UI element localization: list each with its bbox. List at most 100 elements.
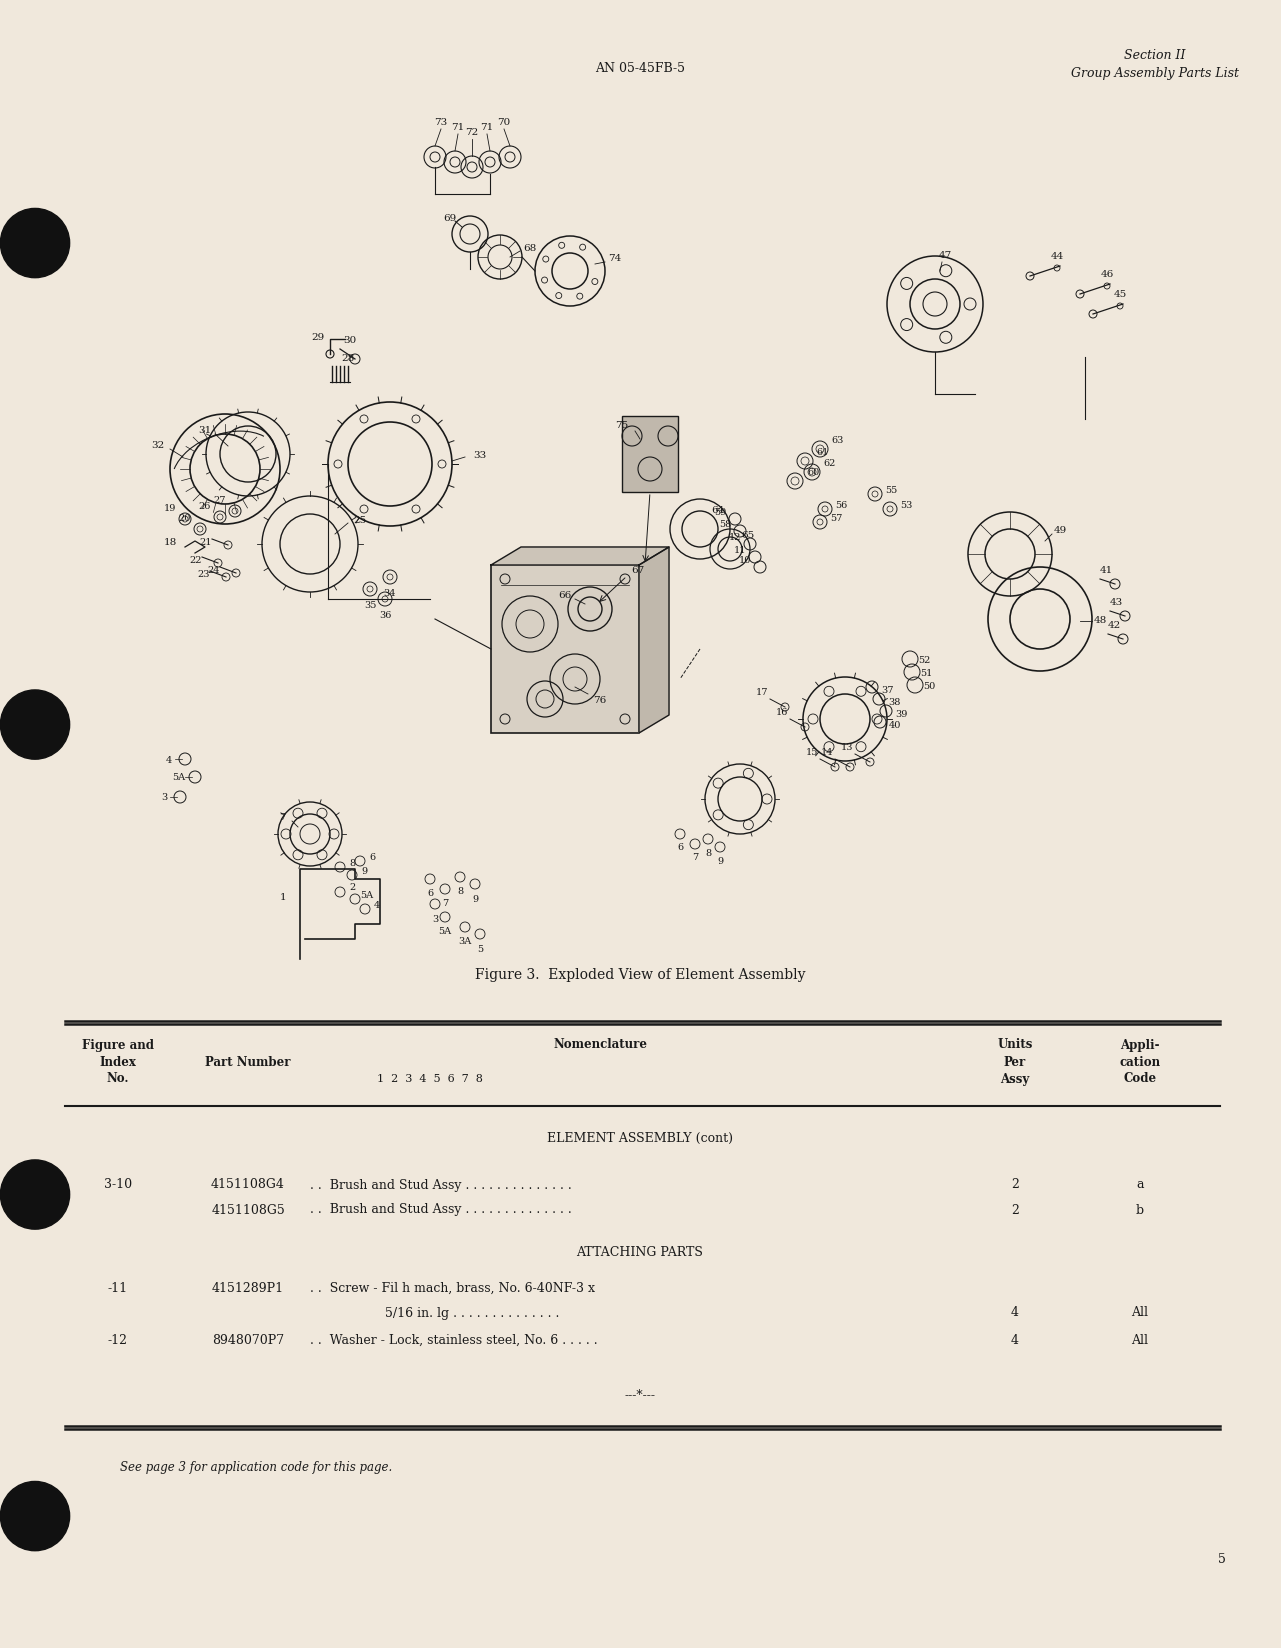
Text: ---*---: ---*--- bbox=[625, 1388, 656, 1401]
Text: 52: 52 bbox=[917, 656, 930, 664]
Text: 53: 53 bbox=[899, 501, 912, 509]
Text: 34: 34 bbox=[384, 588, 396, 597]
Text: 27: 27 bbox=[214, 494, 227, 504]
Text: 71: 71 bbox=[451, 122, 465, 132]
Text: 57: 57 bbox=[830, 513, 842, 522]
Text: 5: 5 bbox=[477, 944, 483, 953]
Text: Appli-: Appli- bbox=[1121, 1038, 1159, 1051]
Text: 4151108G4: 4151108G4 bbox=[211, 1178, 284, 1192]
Text: . .  Washer - Lock, stainless steel, No. 6 . . . . .: . . Washer - Lock, stainless steel, No. … bbox=[310, 1333, 598, 1346]
Text: . .  Screw - Fil h mach, brass, No. 6-40NF-3 x: . . Screw - Fil h mach, brass, No. 6-40N… bbox=[310, 1280, 594, 1294]
Text: 69: 69 bbox=[443, 213, 456, 222]
Text: 62: 62 bbox=[824, 458, 836, 468]
Text: Group Assembly Parts List: Group Assembly Parts List bbox=[1071, 66, 1239, 79]
Text: Part Number: Part Number bbox=[205, 1055, 291, 1068]
Text: 58: 58 bbox=[719, 519, 731, 527]
Circle shape bbox=[0, 209, 69, 279]
Text: a: a bbox=[1136, 1178, 1144, 1192]
Text: 67: 67 bbox=[632, 565, 644, 574]
Text: 8: 8 bbox=[705, 849, 711, 857]
Text: 4: 4 bbox=[1011, 1333, 1018, 1346]
Text: 32: 32 bbox=[151, 440, 165, 450]
Text: 9: 9 bbox=[717, 855, 722, 865]
Text: b: b bbox=[1136, 1203, 1144, 1216]
Text: 18: 18 bbox=[164, 537, 177, 545]
Text: 7: 7 bbox=[442, 898, 448, 908]
Text: 9: 9 bbox=[471, 893, 478, 903]
Polygon shape bbox=[639, 547, 669, 733]
Text: 2: 2 bbox=[1011, 1203, 1018, 1216]
Text: AN 05-45FB-5: AN 05-45FB-5 bbox=[594, 61, 685, 74]
Text: 59: 59 bbox=[714, 508, 726, 516]
Text: 23: 23 bbox=[197, 569, 210, 578]
Text: -12: -12 bbox=[108, 1333, 128, 1346]
Text: Section II: Section II bbox=[1125, 48, 1186, 61]
Text: 21: 21 bbox=[200, 537, 213, 545]
Text: 75: 75 bbox=[615, 420, 629, 428]
Text: 24: 24 bbox=[208, 565, 220, 574]
Text: 6: 6 bbox=[369, 852, 375, 860]
Text: 5/16 in. lg . . . . . . . . . . . . . .: 5/16 in. lg . . . . . . . . . . . . . . bbox=[386, 1305, 560, 1318]
Text: 8: 8 bbox=[348, 859, 355, 867]
Text: 6: 6 bbox=[427, 888, 433, 898]
Text: 46: 46 bbox=[1100, 269, 1113, 279]
Text: 13: 13 bbox=[840, 742, 853, 751]
Text: 68: 68 bbox=[524, 244, 537, 252]
Text: 9: 9 bbox=[361, 865, 368, 875]
Text: 3: 3 bbox=[432, 915, 438, 923]
Text: 16: 16 bbox=[776, 707, 788, 717]
Text: All: All bbox=[1131, 1305, 1149, 1318]
Text: 19: 19 bbox=[164, 503, 177, 513]
Text: 48: 48 bbox=[1094, 615, 1107, 625]
Text: 55: 55 bbox=[885, 485, 897, 494]
Text: 8948070P7: 8948070P7 bbox=[211, 1333, 284, 1346]
Text: 4151289P1: 4151289P1 bbox=[211, 1280, 284, 1294]
Text: See page 3 for application code for this page.: See page 3 for application code for this… bbox=[120, 1460, 392, 1473]
Text: No.: No. bbox=[106, 1071, 129, 1084]
Text: 15: 15 bbox=[806, 747, 819, 756]
Text: 12: 12 bbox=[729, 532, 742, 541]
Text: 65: 65 bbox=[742, 531, 755, 539]
Text: 72: 72 bbox=[465, 127, 479, 137]
Text: Assy: Assy bbox=[1000, 1071, 1030, 1084]
Text: 51: 51 bbox=[920, 667, 933, 677]
Circle shape bbox=[0, 1160, 69, 1229]
Text: ATTACHING PARTS: ATTACHING PARTS bbox=[576, 1244, 703, 1257]
Text: 36: 36 bbox=[379, 610, 391, 620]
Text: 39: 39 bbox=[895, 709, 907, 719]
Text: 61: 61 bbox=[817, 447, 829, 456]
Text: 3A: 3A bbox=[459, 938, 471, 946]
Text: 17: 17 bbox=[756, 687, 769, 695]
Text: 40: 40 bbox=[889, 720, 902, 728]
Text: 33: 33 bbox=[474, 450, 487, 460]
Text: 4: 4 bbox=[1011, 1305, 1018, 1318]
Text: 37: 37 bbox=[881, 686, 893, 694]
Text: 8: 8 bbox=[457, 887, 462, 897]
Text: . .  Brush and Stud Assy . . . . . . . . . . . . . .: . . Brush and Stud Assy . . . . . . . . … bbox=[310, 1178, 571, 1192]
Text: . .  Brush and Stud Assy . . . . . . . . . . . . . .: . . Brush and Stud Assy . . . . . . . . … bbox=[310, 1203, 571, 1216]
Text: 74: 74 bbox=[608, 254, 621, 262]
Text: 31: 31 bbox=[199, 425, 211, 433]
Text: 70: 70 bbox=[497, 117, 511, 127]
Text: 63: 63 bbox=[831, 435, 844, 445]
Text: 45: 45 bbox=[1113, 290, 1126, 298]
Text: 66: 66 bbox=[559, 590, 571, 600]
Text: Code: Code bbox=[1123, 1071, 1157, 1084]
Text: 50: 50 bbox=[922, 681, 935, 691]
Text: 10: 10 bbox=[739, 555, 751, 564]
Text: 56: 56 bbox=[835, 501, 847, 509]
Text: 76: 76 bbox=[593, 695, 607, 704]
Text: 2: 2 bbox=[348, 883, 355, 892]
Text: 6: 6 bbox=[676, 844, 683, 852]
Polygon shape bbox=[491, 547, 669, 565]
Text: 28: 28 bbox=[341, 353, 355, 363]
Text: 71: 71 bbox=[480, 122, 493, 132]
Text: Figure and: Figure and bbox=[82, 1038, 154, 1051]
Circle shape bbox=[0, 1482, 69, 1551]
Text: 60: 60 bbox=[807, 468, 819, 476]
FancyBboxPatch shape bbox=[623, 417, 678, 493]
Text: 25: 25 bbox=[354, 516, 366, 524]
Text: Figure 3.  Exploded View of Element Assembly: Figure 3. Exploded View of Element Assem… bbox=[475, 967, 806, 982]
Text: 47: 47 bbox=[939, 250, 952, 259]
Text: 26: 26 bbox=[199, 501, 211, 511]
